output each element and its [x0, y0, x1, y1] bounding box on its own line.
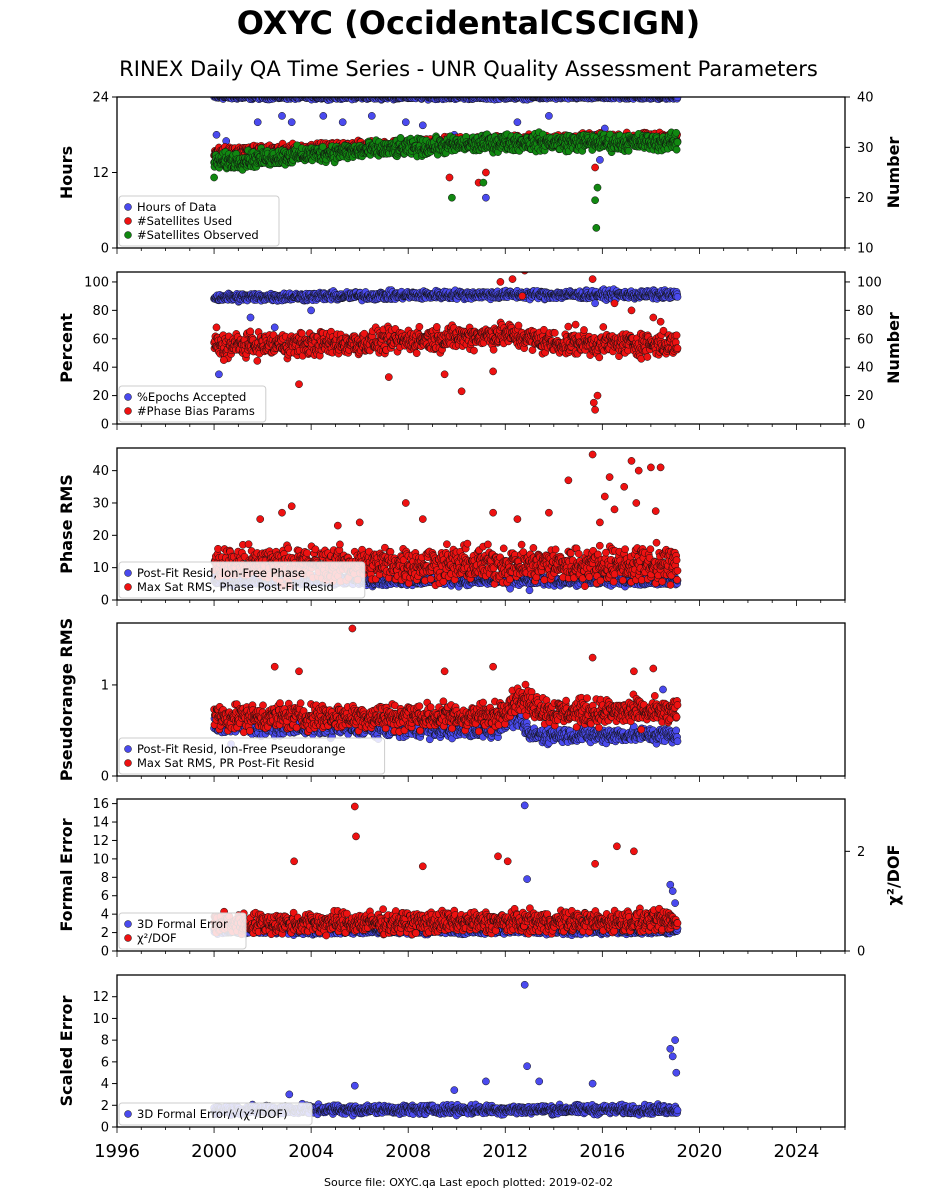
data-point	[401, 118, 410, 127]
data-point	[367, 112, 376, 120]
data-point	[319, 112, 328, 120]
y-right-axis-label: Number	[884, 137, 903, 209]
chart-title: OXYC (OccidentalCSCIGN)	[236, 4, 701, 42]
data-point	[482, 193, 490, 202]
data-point	[591, 163, 599, 172]
data-point	[215, 370, 223, 379]
points-panel-2	[210, 272, 682, 414]
data-point	[270, 323, 279, 332]
data-point	[591, 299, 599, 308]
chart-subtitle: RINEX Daily QA Time Series - UNR Quality…	[119, 57, 818, 81]
legend-label: Hours of Data	[137, 200, 217, 214]
data-point	[596, 156, 604, 164]
data-point	[624, 147, 633, 155]
data-point	[212, 130, 221, 139]
data-point	[432, 323, 441, 331]
legend-marker	[124, 217, 132, 225]
y-right-tick-label: 20	[857, 191, 874, 206]
data-point	[545, 112, 553, 120]
data-point	[287, 118, 296, 127]
legend-box	[118, 195, 280, 247]
data-point	[412, 349, 421, 358]
legend-marker	[124, 231, 132, 239]
data-point	[470, 346, 478, 355]
data-point	[673, 293, 682, 301]
data-point	[672, 128, 681, 137]
series-3	[210, 128, 682, 232]
data-point	[246, 327, 255, 336]
legend-label: #Satellites Used	[137, 214, 232, 228]
data-point	[246, 313, 255, 322]
data-point	[673, 138, 682, 147]
data-point	[592, 224, 601, 232]
data-point	[253, 357, 262, 365]
y-right-tick-label: 40	[857, 91, 874, 106]
data-point	[513, 118, 522, 127]
data-point	[672, 145, 681, 154]
y-tick-label: 12	[92, 166, 109, 181]
data-point	[253, 118, 262, 127]
data-point	[338, 118, 347, 127]
data-point	[418, 121, 427, 130]
data-point	[482, 168, 490, 177]
data-point	[479, 178, 488, 187]
data-point	[448, 193, 456, 202]
legend: Hours of Data#Satellites Used#Satellites…	[118, 195, 280, 247]
data-point	[396, 134, 405, 142]
legend-label: #Satellites Observed	[137, 228, 259, 242]
data-point	[445, 173, 454, 182]
y-axis-label: Hours	[57, 146, 76, 199]
data-point	[307, 306, 315, 315]
data-point	[593, 183, 602, 192]
data-point	[591, 196, 599, 205]
y-tick-label: 0	[101, 242, 109, 257]
y-tick-label: 24	[92, 91, 109, 106]
data-point	[210, 173, 218, 182]
y-right-tick-label: 10	[857, 242, 874, 257]
data-point	[415, 322, 424, 331]
data-point	[489, 345, 498, 354]
legend-marker	[124, 203, 132, 211]
y-right-tick-label: 30	[857, 141, 874, 156]
data-point	[278, 112, 286, 120]
points-panel-1	[210, 97, 682, 232]
